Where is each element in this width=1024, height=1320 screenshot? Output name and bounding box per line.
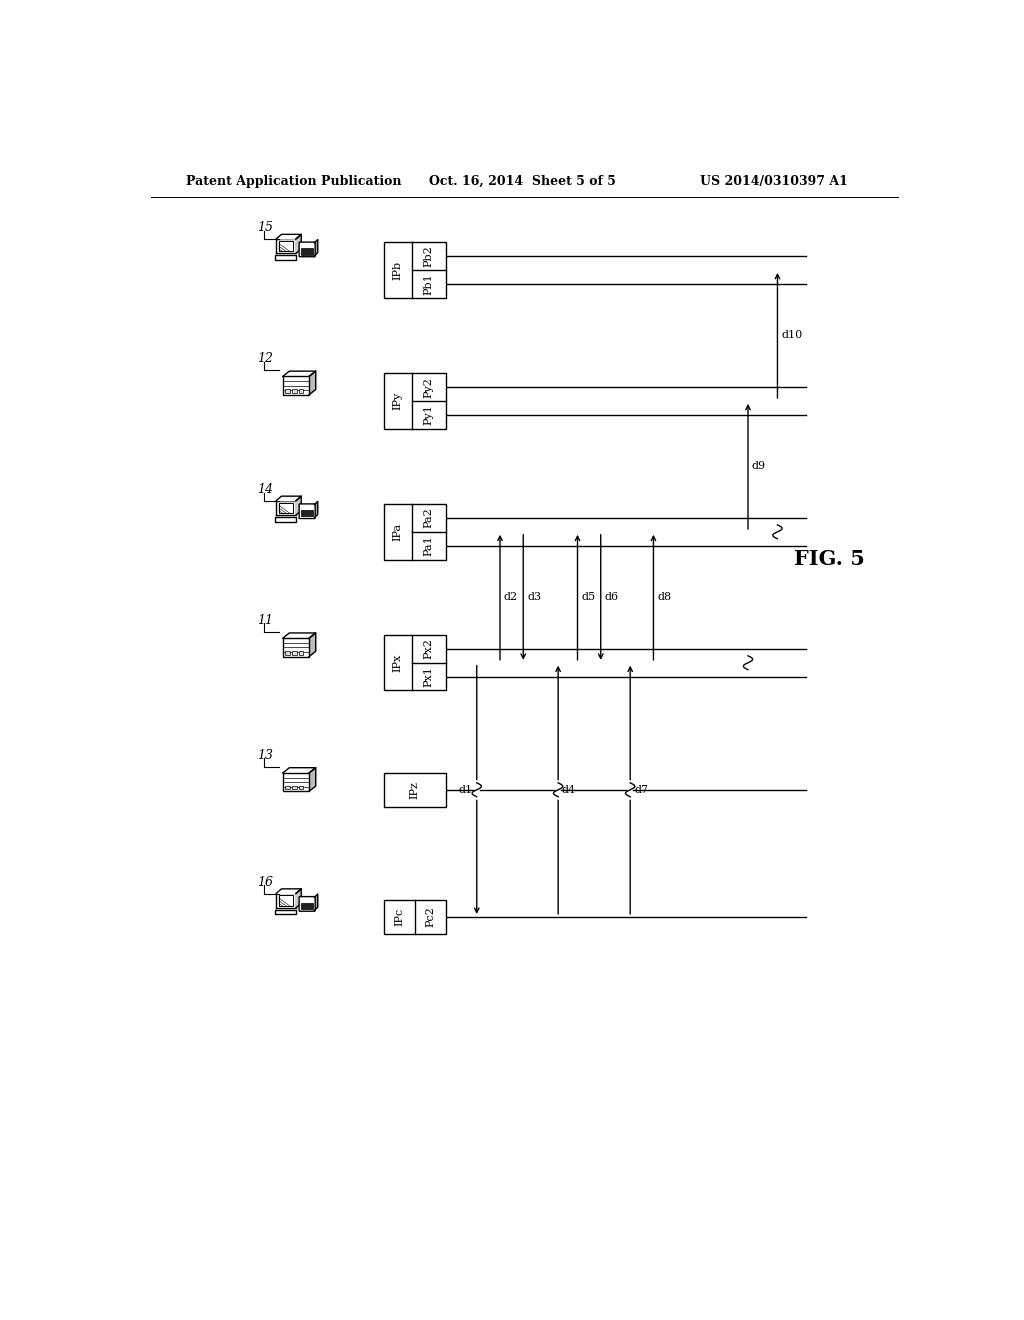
Bar bbox=[292, 389, 297, 393]
Text: d7: d7 bbox=[634, 785, 648, 795]
Polygon shape bbox=[296, 235, 301, 253]
Text: 11: 11 bbox=[257, 614, 273, 627]
FancyBboxPatch shape bbox=[299, 896, 315, 911]
FancyBboxPatch shape bbox=[299, 504, 315, 519]
Bar bbox=[384, 374, 445, 429]
Text: FIG. 5: FIG. 5 bbox=[794, 549, 865, 569]
Text: IPx: IPx bbox=[392, 653, 402, 672]
FancyBboxPatch shape bbox=[299, 242, 315, 256]
Text: Pb1: Pb1 bbox=[424, 273, 434, 294]
Polygon shape bbox=[309, 768, 315, 791]
Text: Pc2: Pc2 bbox=[425, 907, 435, 927]
Text: d4: d4 bbox=[562, 785, 577, 795]
Polygon shape bbox=[276, 496, 301, 500]
Bar bbox=[384, 243, 445, 298]
Text: Patent Application Publication: Patent Application Publication bbox=[186, 176, 401, 187]
Text: Oct. 16, 2014  Sheet 5 of 5: Oct. 16, 2014 Sheet 5 of 5 bbox=[429, 176, 615, 187]
Text: Px1: Px1 bbox=[424, 667, 434, 686]
Polygon shape bbox=[276, 235, 301, 239]
Bar bbox=[384, 635, 445, 690]
Text: 13: 13 bbox=[257, 748, 273, 762]
Text: Pa2: Pa2 bbox=[424, 508, 434, 528]
Text: Py1: Py1 bbox=[424, 404, 434, 425]
Polygon shape bbox=[296, 888, 301, 908]
Bar bbox=[384, 774, 445, 807]
Text: Px2: Px2 bbox=[424, 639, 434, 659]
Text: IPa: IPa bbox=[392, 523, 402, 541]
Bar bbox=[283, 774, 309, 791]
Polygon shape bbox=[283, 768, 315, 774]
Text: 15: 15 bbox=[257, 222, 273, 234]
Bar bbox=[301, 510, 313, 516]
Bar bbox=[292, 651, 297, 655]
Text: Pa1: Pa1 bbox=[424, 536, 434, 556]
Bar bbox=[286, 389, 290, 393]
Polygon shape bbox=[296, 496, 301, 515]
Text: d9: d9 bbox=[752, 462, 766, 471]
Text: 16: 16 bbox=[257, 875, 273, 888]
Polygon shape bbox=[314, 502, 317, 517]
Bar bbox=[384, 504, 445, 560]
Text: d6: d6 bbox=[604, 593, 618, 602]
Bar bbox=[274, 255, 296, 260]
Text: IPc: IPc bbox=[394, 908, 404, 925]
Bar bbox=[274, 909, 296, 915]
Bar bbox=[274, 517, 296, 521]
Text: d8: d8 bbox=[657, 593, 672, 602]
Polygon shape bbox=[283, 371, 315, 376]
Text: 12: 12 bbox=[257, 352, 273, 366]
Text: d2: d2 bbox=[504, 593, 518, 602]
Bar bbox=[299, 389, 303, 393]
Text: IPz: IPz bbox=[410, 781, 420, 799]
Polygon shape bbox=[314, 240, 317, 256]
Text: d5: d5 bbox=[582, 593, 596, 602]
Bar bbox=[301, 248, 313, 255]
Text: d3: d3 bbox=[527, 593, 542, 602]
Polygon shape bbox=[309, 371, 315, 395]
Text: US 2014/0310397 A1: US 2014/0310397 A1 bbox=[700, 176, 848, 187]
Polygon shape bbox=[314, 894, 317, 911]
Bar bbox=[286, 651, 290, 655]
Text: d10: d10 bbox=[781, 330, 803, 341]
Bar bbox=[292, 785, 297, 789]
Bar bbox=[283, 638, 309, 656]
Text: 14: 14 bbox=[257, 483, 273, 496]
Polygon shape bbox=[309, 634, 315, 656]
Bar bbox=[384, 900, 445, 933]
Bar bbox=[299, 785, 303, 789]
Text: IPy: IPy bbox=[392, 392, 402, 411]
Text: Py2: Py2 bbox=[424, 376, 434, 397]
Text: IPb: IPb bbox=[392, 260, 402, 280]
Bar bbox=[301, 903, 313, 909]
Text: d1: d1 bbox=[459, 785, 473, 795]
Text: Pb2: Pb2 bbox=[424, 246, 434, 267]
Polygon shape bbox=[276, 888, 301, 894]
Bar bbox=[299, 651, 303, 655]
Polygon shape bbox=[283, 634, 315, 638]
Bar bbox=[286, 785, 290, 789]
Bar bbox=[283, 376, 309, 395]
